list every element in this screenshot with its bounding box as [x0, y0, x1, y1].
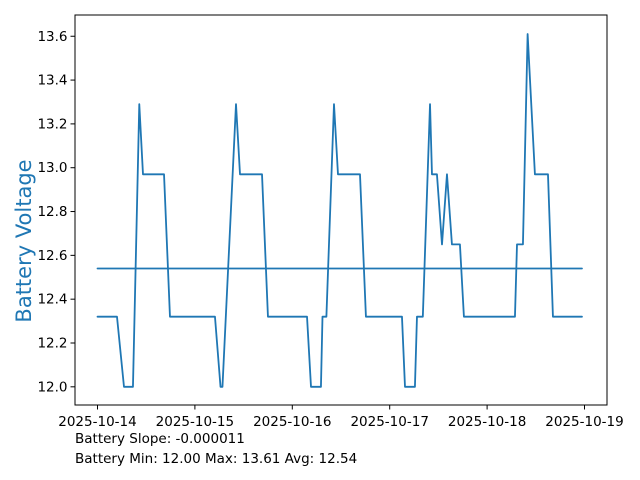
plot-border [74, 14, 608, 406]
battery-voltage-line [96, 33, 583, 388]
x-tick-label: 2025-10-14 [58, 414, 136, 430]
y-tick-label: 13.0 [37, 160, 67, 176]
axis-tick-labels: 2025-10-14 2025-10-15 2025-10-16 2025-10-17… [37, 29, 623, 430]
y-tick-label: 13.2 [37, 116, 67, 132]
y-tick-label: 12.8 [37, 204, 67, 220]
x-tick-label: 2025-10-19 [545, 414, 623, 430]
x-tick-label: 2025-10-16 [253, 414, 331, 430]
y-tick-label: 12.6 [37, 248, 67, 264]
y-tick-label: 13.4 [37, 73, 67, 89]
chart-series [96, 33, 583, 388]
chart-footer-stats: Battery Slope: -0.000011 Battery Min: 12… [75, 430, 357, 469]
x-tick-label: 2025-10-17 [350, 414, 428, 430]
y-tick-label: 12.2 [37, 335, 67, 351]
x-tick-label: 2025-10-18 [448, 414, 526, 430]
y-axis-label: Battery Voltage [12, 159, 36, 322]
x-tick-label: 2025-10-15 [156, 414, 234, 430]
y-tick-label: 12.4 [37, 292, 67, 308]
y-tick-label: 13.6 [37, 29, 67, 45]
battery-slope-text: Battery Slope: -0.000011 [75, 431, 245, 447]
y-tick-label: 12.0 [37, 379, 67, 395]
axis-tick-marks [70, 35, 586, 410]
battery-minmaxavg-text: Battery Min: 12.00 Max: 13.61 Avg: 12.54 [75, 450, 358, 467]
